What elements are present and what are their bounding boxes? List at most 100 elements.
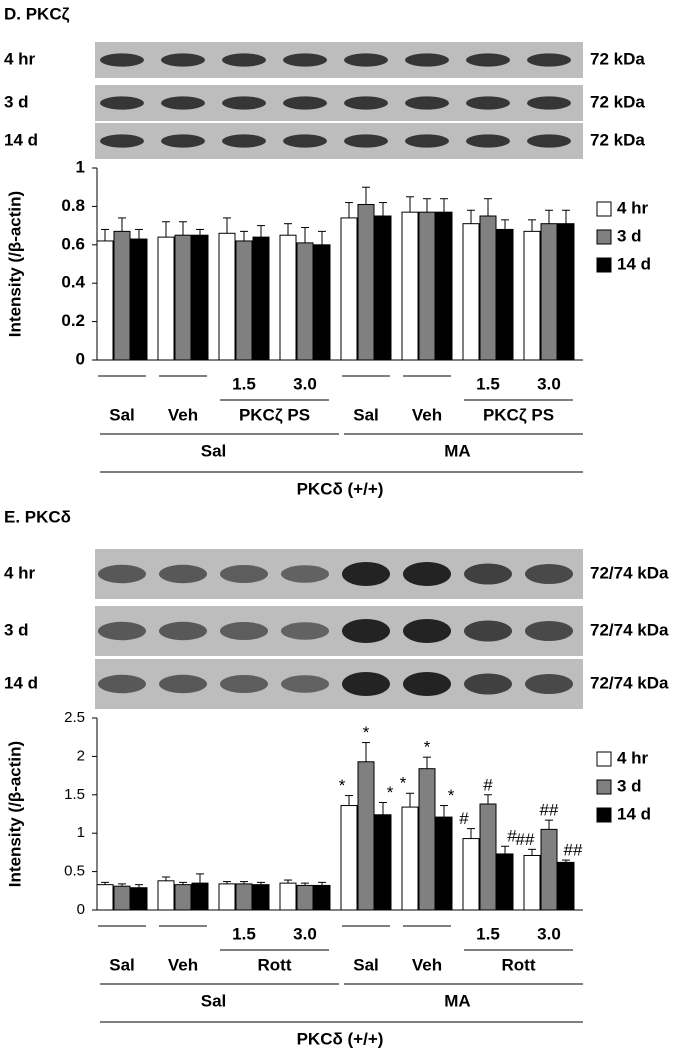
blot-size-label: 72 kDa (590, 130, 645, 149)
treatment-label: Sal (353, 405, 379, 424)
bar (340, 805, 358, 911)
bar (130, 238, 148, 361)
treatment-label: Veh (412, 955, 442, 974)
legend-swatch (596, 751, 612, 767)
blot-row-label: 3 d (4, 620, 29, 639)
y-tick-label: 2 (77, 747, 85, 764)
blot-band (98, 674, 146, 694)
bar (540, 223, 558, 361)
blot-row-label: 4 hr (4, 49, 36, 68)
blot-band (222, 134, 266, 148)
legend-swatch (596, 201, 612, 217)
bar (174, 234, 192, 361)
blot-band (281, 622, 329, 640)
bar (557, 861, 575, 911)
treatment-label: Sal (109, 955, 135, 974)
bar (496, 853, 514, 911)
blot-band (405, 134, 449, 148)
legend-swatch (596, 807, 612, 823)
legend-label: 4 hr (617, 198, 649, 217)
blot-band (342, 672, 390, 696)
blot-band (525, 621, 573, 641)
bar (401, 806, 419, 911)
blot-band (464, 673, 512, 695)
blot-band (525, 674, 573, 694)
y-tick-label: 0.6 (61, 234, 85, 253)
blot-band (220, 565, 268, 583)
bar (540, 828, 558, 911)
blot-band (161, 134, 205, 148)
bar (174, 884, 192, 911)
blot-row-label: 14 d (4, 673, 38, 692)
dose-label: 1.5 (476, 374, 500, 393)
blot-band (220, 675, 268, 693)
bar (191, 234, 209, 361)
blot-band (527, 96, 571, 110)
bar (296, 884, 314, 911)
bar (313, 244, 331, 361)
blot-size-label: 72/74 kDa (590, 620, 669, 639)
bar (279, 234, 297, 361)
y-tick-label: 0.8 (61, 196, 85, 215)
dose-label: 1.5 (232, 924, 256, 943)
blot-band (159, 564, 207, 584)
blot-row-label: 14 d (4, 130, 38, 149)
bar (279, 882, 297, 911)
panel-title: D. PKCζ (4, 4, 70, 23)
bar (218, 883, 236, 911)
blot-band (342, 619, 390, 643)
blot-band (283, 134, 327, 148)
significance-mark: * (339, 776, 346, 795)
condition-label: MA (444, 991, 470, 1010)
blot-row-label: 3 d (4, 92, 29, 111)
legend-label: 14 d (617, 804, 651, 823)
y-tick-label: 0.5 (64, 863, 85, 880)
bar (357, 761, 375, 911)
blot-band (100, 96, 144, 110)
bar (496, 228, 514, 361)
blot-band (342, 562, 390, 586)
y-tick-label: 0 (76, 349, 85, 368)
bar (252, 884, 270, 911)
bar (357, 203, 375, 361)
bar (401, 211, 419, 361)
blot-band (159, 674, 207, 694)
blot-band (222, 53, 266, 67)
legend-label: 14 d (617, 254, 651, 273)
dose-label: 3.0 (537, 374, 561, 393)
blot-band (405, 96, 449, 110)
significance-mark: * (424, 738, 431, 757)
bar (113, 885, 131, 911)
blot-band (466, 96, 510, 110)
blot-band (403, 619, 451, 643)
blot-row-label: 4 hr (4, 563, 36, 582)
y-tick-label: 0 (77, 901, 85, 918)
bar (296, 242, 314, 361)
bar (462, 838, 480, 911)
treatment-label: Veh (168, 405, 198, 424)
blot-band (281, 675, 329, 693)
bar (479, 215, 497, 361)
bar (374, 215, 392, 361)
significance-mark: ## (516, 830, 535, 849)
bar (435, 816, 453, 911)
blot-band (344, 134, 388, 148)
blot-band (403, 562, 451, 586)
dose-label: 3.0 (293, 374, 317, 393)
treatment-label: Veh (412, 405, 442, 424)
blot-band (100, 134, 144, 148)
blot-band (283, 53, 327, 67)
blot-band (281, 565, 329, 583)
blot-band (283, 96, 327, 110)
blot-size-label: 72 kDa (590, 92, 645, 111)
bar (462, 223, 480, 361)
legend-label: 3 d (617, 776, 642, 795)
bar (374, 814, 392, 911)
bar (418, 211, 436, 361)
bar (418, 768, 436, 911)
legend-label: 4 hr (617, 748, 649, 767)
significance-mark: * (387, 783, 394, 802)
significance-mark: ## (540, 801, 559, 820)
blot-band (344, 96, 388, 110)
treatment-label: Rott (502, 955, 536, 974)
